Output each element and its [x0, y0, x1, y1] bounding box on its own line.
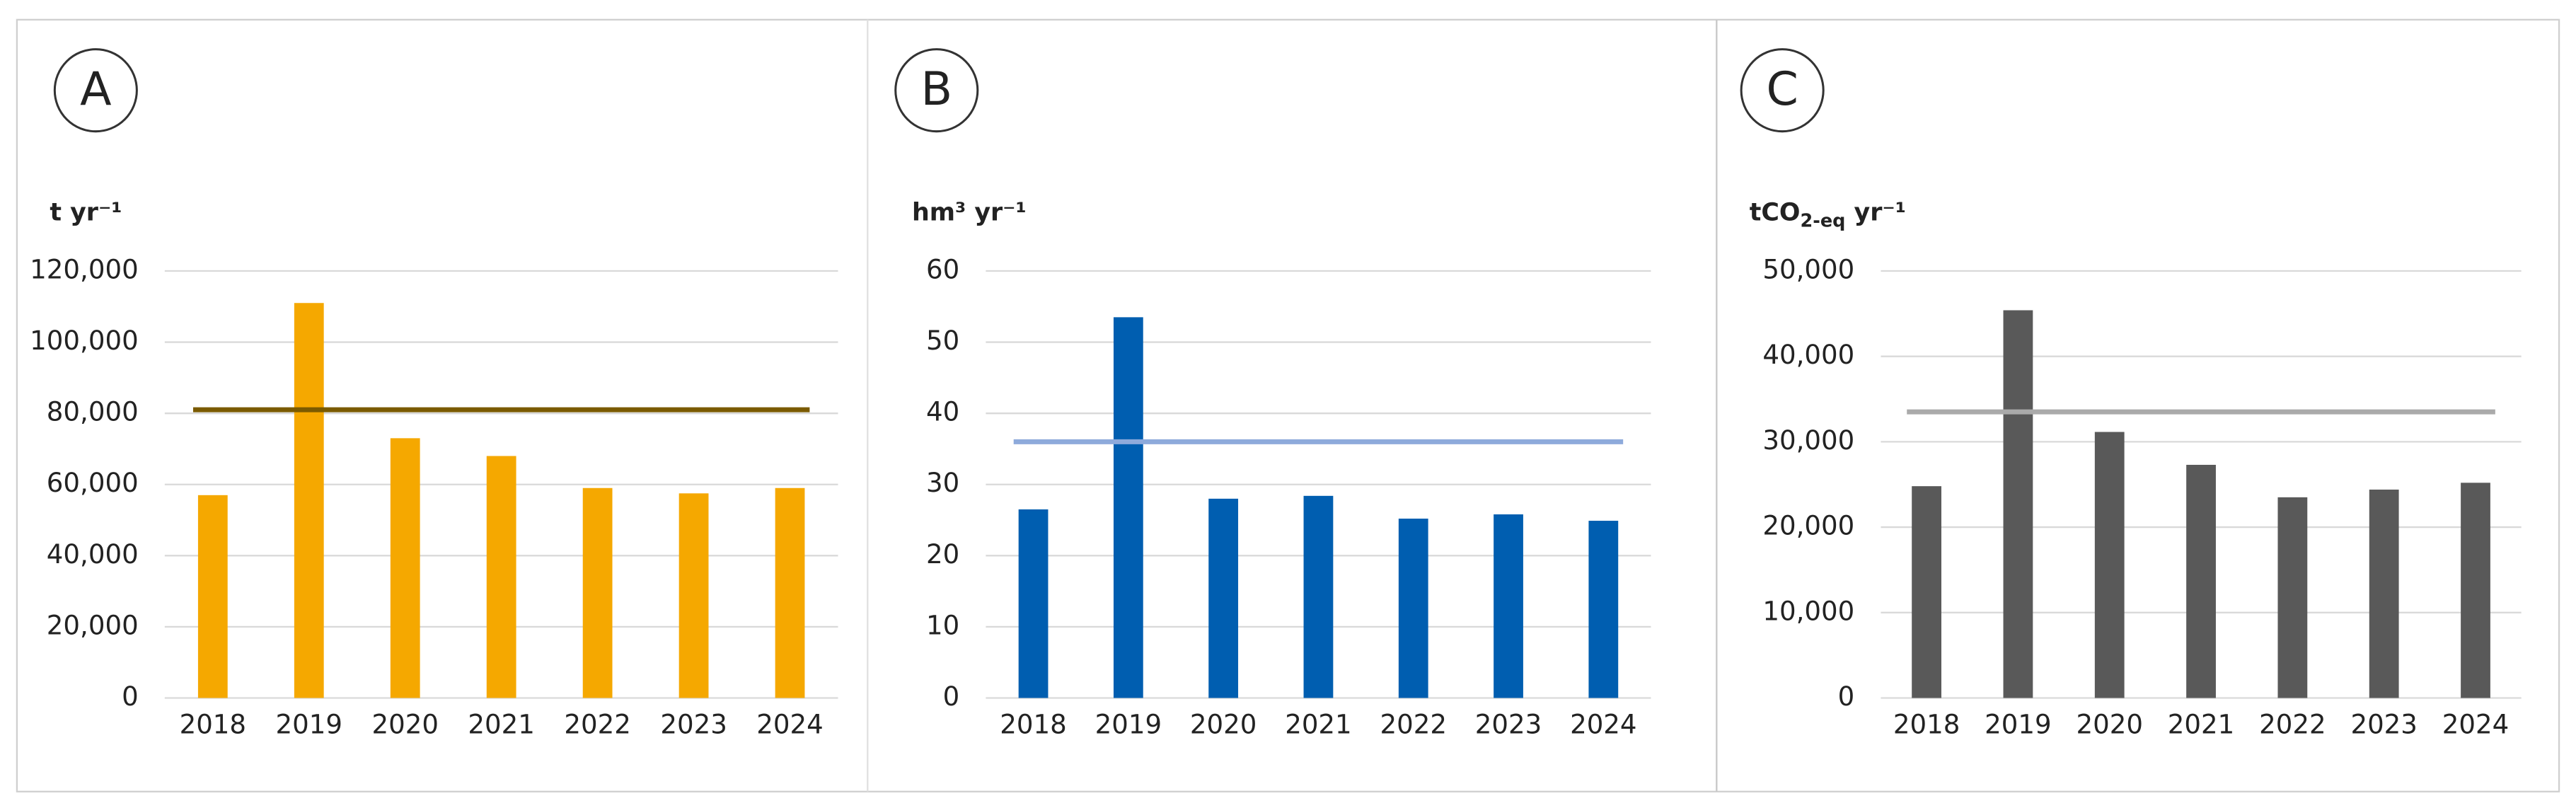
y-axis-label-part: yr⁻¹ [1845, 199, 1906, 227]
y-axis-label: hm³ yr⁻¹ [912, 199, 1027, 227]
x-tick-label: 2021 [2168, 709, 2234, 739]
bar [486, 456, 516, 698]
bar [1398, 519, 1428, 698]
x-tick-label: 2021 [468, 709, 534, 739]
bar [1303, 495, 1334, 698]
y-tick-label: 20,000 [47, 610, 139, 640]
x-tick-label: 2024 [756, 709, 823, 739]
y-tick-label: 10 [926, 610, 959, 640]
x-tick-label: 2021 [1285, 709, 1351, 739]
y-tick-label: 40,000 [47, 539, 139, 570]
panel-badge [1740, 48, 1825, 133]
y-tick-label: 0 [1838, 681, 1855, 712]
panel-badge [894, 48, 979, 133]
panel-label: B [920, 63, 952, 116]
bar [775, 487, 805, 698]
bar [2186, 464, 2216, 698]
y-axis-label: tCO2-eq yr⁻¹ [1750, 199, 1906, 232]
y-tick-label: 10,000 [1762, 596, 1854, 626]
bar [390, 438, 420, 698]
y-tick-label: 80,000 [47, 397, 139, 427]
x-tick-label: 2023 [2350, 709, 2417, 739]
x-tick-label: 2019 [1985, 709, 2051, 739]
y-axis-label-part: 2-eq [1801, 210, 1846, 231]
bar [1113, 317, 1143, 698]
x-tick-label: 2020 [2076, 709, 2142, 739]
y-tick-label: 40 [926, 397, 959, 427]
y-axis-label-part: tCO [1750, 199, 1801, 227]
x-tick-label: 2018 [1000, 709, 1066, 739]
y-tick-label: 30 [926, 468, 959, 498]
x-tick-label: 2022 [1380, 709, 1446, 739]
frame [16, 18, 2560, 792]
x-tick-label: 2022 [564, 709, 630, 739]
y-tick-label: 100,000 [30, 325, 139, 356]
panel-badge [53, 48, 138, 133]
y-axis-label-part: t yr⁻¹ [50, 199, 122, 227]
bar [678, 493, 709, 698]
panel-label: C [1766, 63, 1798, 116]
bar [2094, 432, 2125, 698]
y-tick-label: 0 [122, 681, 139, 712]
y-tick-label: 20,000 [1762, 511, 1854, 541]
bar [1018, 509, 1049, 698]
x-tick-label: 2022 [2259, 709, 2326, 739]
y-tick-label: 30,000 [1762, 425, 1854, 456]
y-tick-label: 50,000 [1762, 254, 1854, 284]
bar [1912, 486, 1941, 698]
x-tick-label: 2019 [276, 709, 342, 739]
y-tick-label: 120,000 [30, 254, 139, 284]
bar [2003, 310, 2033, 698]
bar [582, 487, 613, 698]
x-tick-label: 2018 [180, 709, 246, 739]
bar [2277, 497, 2308, 698]
x-tick-label: 2024 [2442, 709, 2509, 739]
y-axis-label-part: hm³ yr⁻¹ [912, 199, 1027, 227]
x-tick-label: 2024 [1570, 709, 1636, 739]
y-tick-label: 40,000 [1762, 340, 1854, 370]
panel-label: A [80, 63, 111, 116]
y-tick-label: 0 [943, 681, 960, 712]
x-tick-label: 2020 [371, 709, 438, 739]
y-axis-label: t yr⁻¹ [50, 199, 122, 227]
x-tick-label: 2023 [660, 709, 727, 739]
bar [1494, 514, 1523, 698]
bar [1208, 498, 1239, 698]
y-tick-label: 50 [926, 325, 959, 356]
bar [1588, 521, 1619, 698]
bar [2461, 483, 2490, 698]
y-tick-label: 60 [926, 254, 959, 284]
bar [2369, 489, 2399, 698]
x-tick-label: 2023 [1475, 709, 1542, 739]
x-tick-label: 2019 [1095, 709, 1162, 739]
y-tick-label: 20 [926, 539, 959, 570]
bar [294, 303, 324, 698]
bar [197, 495, 228, 698]
x-tick-label: 2018 [1893, 709, 1960, 739]
y-tick-label: 60,000 [47, 468, 139, 498]
x-tick-label: 2020 [1190, 709, 1257, 739]
